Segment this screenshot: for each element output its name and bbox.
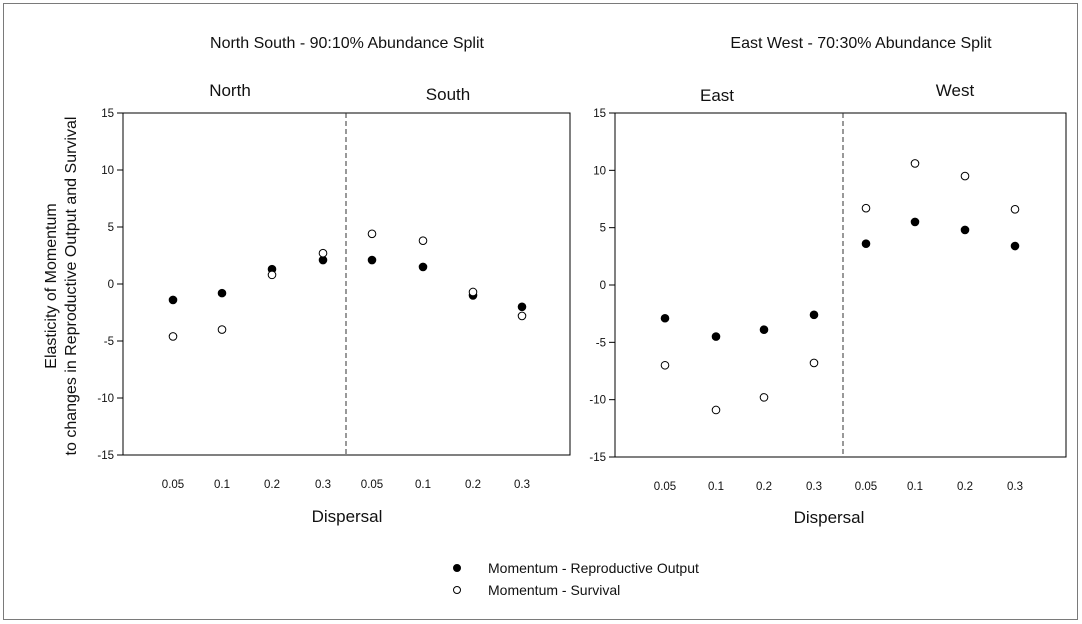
legend-marker-survival xyxy=(453,586,461,594)
region-label-south: South xyxy=(426,85,470,104)
point-reproductive-output xyxy=(517,302,527,312)
point-survival xyxy=(517,311,527,321)
chart-east-west: East West - 70:30% Abundance Split East … xyxy=(589,35,1067,527)
y-tick-label: -10 xyxy=(97,393,114,405)
y-tick-label: 0 xyxy=(108,279,114,291)
x-tick-label: 0.05 xyxy=(162,479,184,491)
x-tick-label: 0.1 xyxy=(415,479,431,491)
x-tick-label: 0.2 xyxy=(756,481,772,493)
point-reproductive-output xyxy=(660,313,670,323)
x-tick-label: 0.05 xyxy=(361,479,383,491)
y-tick-label: 10 xyxy=(593,165,606,177)
y-axis-ticks-east-west: -15 -10 -5 0 5 10 15 xyxy=(589,108,615,464)
y-axis-label-line1: Elasticity of Momentum xyxy=(43,203,60,368)
point-survival xyxy=(318,248,328,258)
legend: Momentum - Reproductive Output Momentum … xyxy=(453,560,699,598)
point-survival xyxy=(1010,205,1020,214)
x-tick-label: 0.3 xyxy=(806,481,822,493)
x-axis-label-east-west: Dispersal xyxy=(794,508,865,527)
point-reproductive-output xyxy=(168,295,178,305)
point-reproductive-output xyxy=(960,225,970,235)
y-tick-label: -5 xyxy=(596,337,606,349)
y-tick-label: -10 xyxy=(589,395,606,407)
y-tick-label: 15 xyxy=(593,108,606,120)
x-tick-label: 0.1 xyxy=(907,481,923,493)
point-survival xyxy=(759,393,769,402)
x-tick-label: 0.05 xyxy=(855,481,877,493)
point-survival xyxy=(418,236,428,245)
x-tick-label: 0.1 xyxy=(214,479,230,491)
y-tick-label: 5 xyxy=(600,223,606,235)
point-survival xyxy=(910,159,920,168)
point-survival xyxy=(711,405,721,415)
point-reproductive-output xyxy=(1010,241,1020,251)
point-survival xyxy=(468,287,478,297)
region-label-north: North xyxy=(209,81,251,100)
data-points-north-south xyxy=(168,229,527,341)
point-reproductive-output xyxy=(217,288,227,298)
y-tick-label: -15 xyxy=(97,450,114,462)
chart-title-east-west: East West - 70:30% Abundance Split xyxy=(730,35,992,52)
x-axis-ticks-north-south: 0.05 0.1 0.2 0.3 0.05 0.1 0.2 0.3 xyxy=(162,479,530,491)
point-survival xyxy=(168,332,178,341)
point-reproductive-output xyxy=(418,262,428,272)
x-axis-label-north-south: Dispersal xyxy=(312,507,383,526)
x-axis-ticks-east-west: 0.05 0.1 0.2 0.3 0.05 0.1 0.2 0.3 xyxy=(654,481,1023,493)
x-tick-label: 0.1 xyxy=(708,481,724,493)
x-tick-label: 0.05 xyxy=(654,481,676,493)
point-survival xyxy=(960,171,970,181)
point-survival xyxy=(809,358,819,368)
x-tick-label: 0.2 xyxy=(465,479,481,491)
chart-title-north-south: North South - 90:10% Abundance Split xyxy=(210,35,485,52)
data-points-east-west xyxy=(660,159,1020,415)
point-survival xyxy=(367,229,377,239)
y-tick-label: -15 xyxy=(589,452,606,464)
point-reproductive-output xyxy=(809,310,819,320)
point-survival xyxy=(861,203,871,213)
y-tick-label: 5 xyxy=(108,222,114,234)
point-survival xyxy=(660,360,670,370)
x-tick-label: 0.3 xyxy=(315,479,331,491)
x-tick-label: 0.2 xyxy=(957,481,973,493)
y-axis-ticks-north-south: -15 -10 -5 0 5 10 15 xyxy=(97,108,123,462)
legend-marker-reproductive-output xyxy=(453,564,461,572)
y-tick-label: 15 xyxy=(101,108,114,120)
y-axis-label-line2: to changes in Reproductive Output and Su… xyxy=(63,117,80,456)
plot-area-east-west xyxy=(614,112,1067,458)
x-tick-label: 0.3 xyxy=(514,479,530,491)
legend-label-reproductive-output: Momentum - Reproductive Output xyxy=(488,560,699,576)
region-label-east: East xyxy=(700,86,734,105)
region-label-west: West xyxy=(936,81,975,100)
legend-label-survival: Momentum - Survival xyxy=(488,582,620,598)
chart-north-south: North South - 90:10% Abundance Split Nor… xyxy=(97,35,571,526)
x-tick-label: 0.3 xyxy=(1007,481,1023,493)
figure-frame xyxy=(3,3,1078,620)
x-tick-label: 0.2 xyxy=(264,479,280,491)
point-reproductive-output xyxy=(759,325,769,335)
y-tick-label: 10 xyxy=(101,165,114,177)
point-survival xyxy=(267,270,277,280)
point-survival xyxy=(217,325,227,334)
point-reproductive-output xyxy=(367,255,377,265)
y-tick-label: -5 xyxy=(104,336,114,348)
point-reproductive-output xyxy=(711,332,721,341)
point-reproductive-output xyxy=(861,239,871,249)
y-tick-label: 0 xyxy=(600,280,606,292)
point-reproductive-output xyxy=(910,217,920,227)
